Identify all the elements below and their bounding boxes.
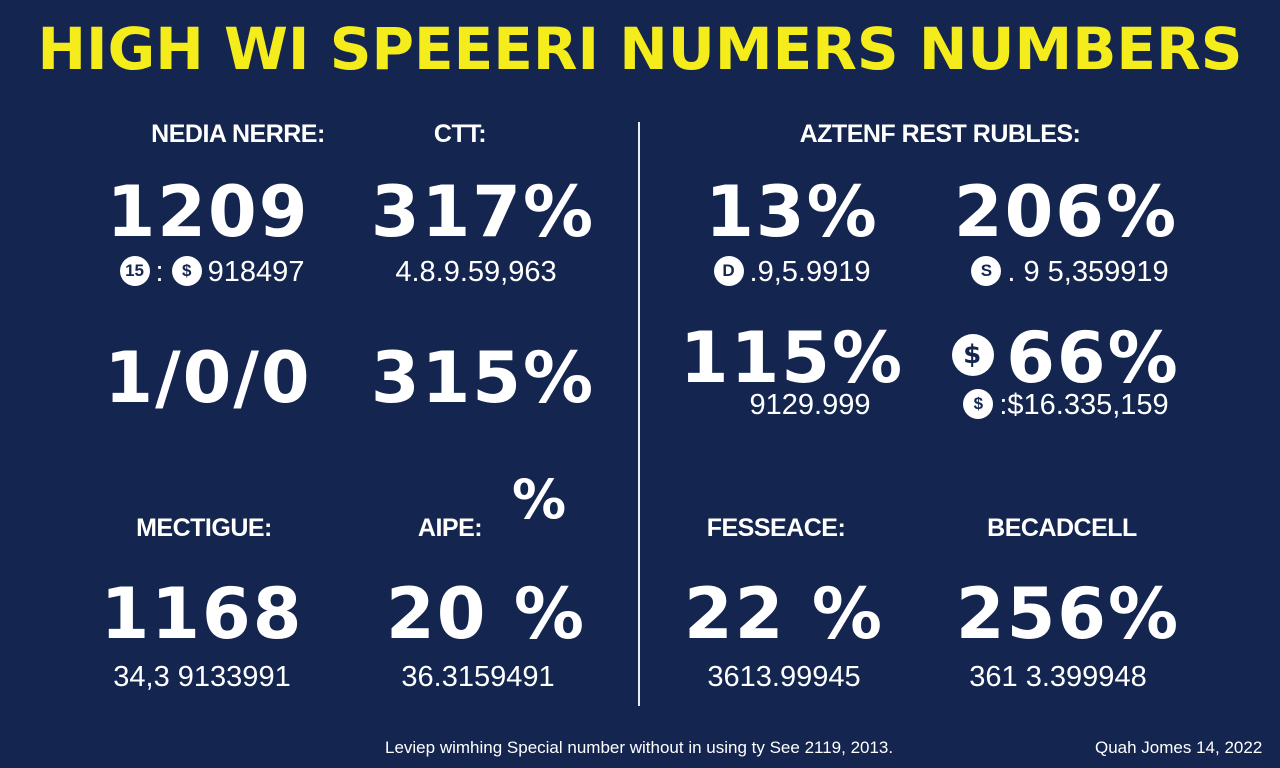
dollar-coin-icon: $ — [171, 256, 202, 287]
stat-sub-separator: : — [155, 256, 164, 288]
stat-label-becadcell: BECADCELL — [987, 514, 1137, 542]
vertical-divider — [638, 122, 640, 706]
stat-value-315: 315% — [370, 337, 596, 419]
stat-value-20: 20 % — [386, 573, 586, 655]
stat-sub-value: :$16.335,159 — [999, 389, 1169, 421]
footer-credit: Quah Jomes 14, 2022 — [1095, 738, 1263, 757]
stat-value-1209: 1209 — [106, 171, 310, 253]
footer-note: Leviep wimhing Special number without in… — [385, 738, 894, 757]
stat-label-aztenf-rest-rubles: AZTENF REST RUBLES: — [799, 120, 1081, 148]
page-title: HIGH WI SPEEERI NUMERS NUMBERS — [37, 15, 1243, 83]
coin-icon: 15 — [119, 256, 150, 287]
stat-value-317: 317% — [370, 171, 596, 253]
stat-sub-left-1: 15: $918497 — [92, 255, 332, 289]
dollar-coin-icon: $ — [952, 333, 995, 376]
stat-value-22: 22 % — [684, 573, 884, 655]
stat-sub-right-3: S. 9 5,359919 — [950, 255, 1190, 289]
stat-value-66: $66% — [946, 318, 1186, 398]
stat-value-115: 115% — [679, 317, 905, 399]
stat-label-fesseace: FESSEACE: — [706, 514, 846, 542]
stat-value-206: 206% — [953, 171, 1179, 253]
stat-label-nedia-nerre: NEDIA NERRE: — [151, 120, 325, 148]
stat-sub-bottom-1: 34,3 9133991 — [113, 661, 291, 693]
stat-sub-value: . 9 5,359919 — [1007, 256, 1169, 288]
stat-sub-right-4: $:$16.335,159 — [946, 388, 1186, 422]
stat-percent-symbol: % — [512, 468, 567, 531]
stat-sub-right-2: 9129.999 — [749, 389, 871, 421]
stat-label-ctt: CTT: — [433, 120, 487, 148]
stat-value-text: 66% — [1006, 317, 1180, 399]
stat-sub-right-1: D .9,5.9919 — [672, 255, 912, 289]
stat-sub-value: .9,5.9919 — [749, 256, 871, 288]
coin-icon: S — [971, 256, 1002, 287]
stat-sub-bottom-2: 36.3159491 — [401, 661, 555, 693]
stat-sub-bottom-4: 361 3.399948 — [969, 661, 1147, 693]
coin-icon: D — [713, 256, 744, 287]
dollar-coin-icon: $ — [963, 389, 994, 420]
stat-value-13: 13% — [705, 171, 879, 253]
stat-value-100: 1/0/0 — [104, 337, 312, 419]
stat-label-mectigue: MECTIGUE: — [136, 514, 272, 542]
stat-value-1168: 1168 — [100, 573, 304, 655]
stat-value-256: 256% — [955, 573, 1181, 655]
stat-sub-value: 918497 — [207, 256, 305, 288]
stat-label-aipe: AIPE: — [417, 514, 483, 542]
stat-sub-bottom-3: 3613.99945 — [707, 661, 861, 693]
stat-sub-left-2: 4.8.9.59,963 — [395, 256, 557, 288]
